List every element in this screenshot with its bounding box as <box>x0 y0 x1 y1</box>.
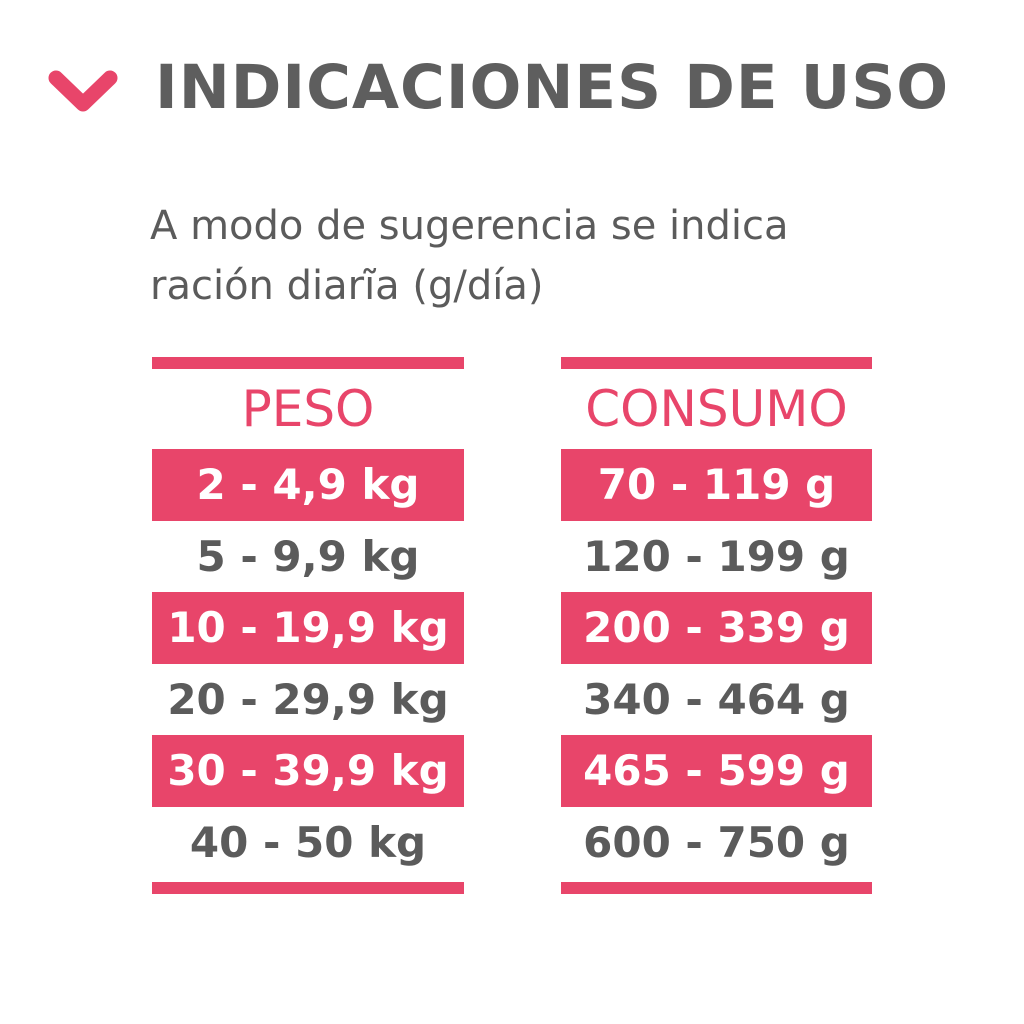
consumo-row: 600 - 750 g <box>583 817 850 867</box>
peso-column: PESO 2 - 4,9 kg 5 - 9,9 kg 10 - 19,9 kg … <box>152 357 464 894</box>
peso-row: 5 - 9,9 kg <box>196 531 420 581</box>
bottom-divider <box>561 882 872 894</box>
page-title: INDICACIONES DE USO <box>155 52 950 123</box>
subtitle-line-2: ración diarĩa (g/día) <box>150 263 544 309</box>
consumo-row: 200 - 339 g <box>561 592 872 664</box>
top-divider <box>152 357 464 369</box>
subtitle-line-1: A modo de sugerencia se indica <box>150 203 789 249</box>
chevron-down-icon <box>48 70 118 112</box>
peso-row: 30 - 39,9 kg <box>152 735 464 807</box>
consumo-column: CONSUMO 70 - 119 g 120 - 199 g 200 - 339… <box>561 357 872 894</box>
consumo-row: 120 - 199 g <box>583 531 850 581</box>
peso-row: 40 - 50 kg <box>189 817 427 867</box>
consumo-row: 70 - 119 g <box>561 449 872 521</box>
peso-row: 20 - 29,9 kg <box>167 674 449 724</box>
subtitle: A modo de sugerencia se indica ración di… <box>150 196 789 316</box>
peso-row: 2 - 4,9 kg <box>152 449 464 521</box>
consumo-row: 465 - 599 g <box>561 735 872 807</box>
top-divider <box>561 357 872 369</box>
peso-row: 10 - 19,9 kg <box>152 592 464 664</box>
bottom-divider <box>152 882 464 894</box>
consumo-header: CONSUMO <box>585 380 848 438</box>
peso-header: PESO <box>241 380 375 438</box>
consumo-row: 340 - 464 g <box>583 674 850 724</box>
